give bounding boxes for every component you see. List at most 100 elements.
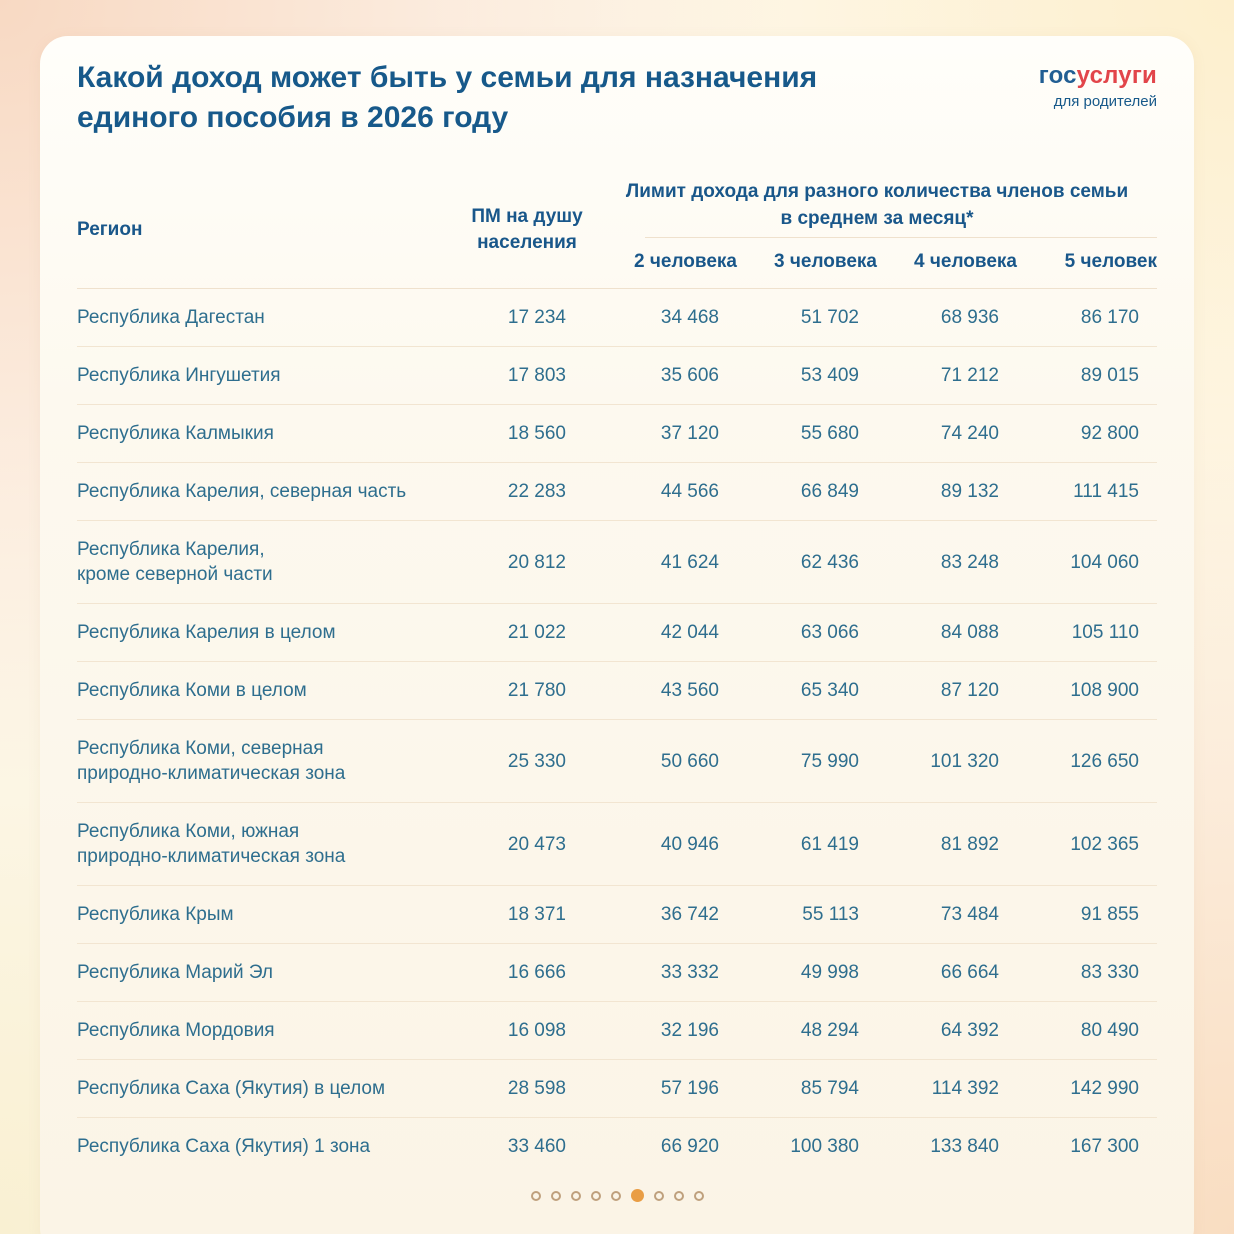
pm-value-cell: 16 098 — [507, 1020, 566, 1041]
pm-value-cell: 20 812 — [507, 551, 566, 573]
limit-value-cell: 62 436 — [800, 551, 859, 573]
pagination-dot[interactable] — [530, 1190, 541, 1201]
table-row: Республика Коми, северная природно-клима… — [77, 720, 1157, 803]
pm-value-cell: 28 598 — [507, 1078, 566, 1099]
pagination-dot[interactable] — [550, 1190, 561, 1201]
table-row: Республика Мордовия 16 098 32 196 48 294 64 … — [77, 1002, 1157, 1060]
limit-value-cell: 35 606 — [660, 365, 719, 386]
infographic-card: Какой доход может быть у семьи для назна… — [40, 36, 1194, 1234]
region-cell: Республика Калмыкия — [77, 423, 274, 444]
limit-value-cell: 51 702 — [800, 307, 859, 328]
table-row: Республика Карелия в целом 21 022 42 044 63… — [77, 604, 1157, 662]
pm-value-cell: 21 022 — [507, 622, 566, 643]
limit-value-cell: 50 660 — [660, 750, 719, 772]
limit-value-cell: 66 849 — [800, 481, 859, 502]
limits-group-divider — [645, 237, 1157, 238]
table-row: Республика Калмыкия 18 560 37 120 55 680 74 … — [77, 405, 1157, 463]
pagination-dot[interactable] — [590, 1190, 601, 1201]
pm-value-cell: 21 780 — [507, 680, 566, 701]
table-row: Республика Коми в целом 21 780 43 560 65 34… — [77, 662, 1157, 720]
column-group-header-limits: Лимит дохода для разного количества член… — [625, 181, 1129, 229]
column-header-limit: 2 человека — [634, 251, 737, 272]
income-limits-table: Регион ПМ на душу населения Лимит дохода… — [77, 172, 1157, 1175]
region-cell: Республика Карелия, северная часть — [77, 481, 407, 502]
limit-value-cell: 105 110 — [1071, 622, 1139, 643]
limit-value-cell: 63 066 — [800, 622, 859, 643]
limit-value-cell: 48 294 — [800, 1020, 859, 1041]
region-cell: Республика Марий Эл — [77, 962, 274, 983]
limit-value-cell: 68 936 — [940, 307, 999, 328]
region-cell: Республика Карелия, кроме северной части — [77, 539, 273, 585]
limit-value-cell: 55 680 — [800, 423, 859, 444]
limit-value-cell: 108 900 — [1070, 680, 1139, 701]
table-row: Республика Дагестан 17 234 34 468 51 702 68 … — [77, 289, 1157, 347]
table-header: Регион ПМ на душу населения Лимит дохода… — [77, 172, 1157, 289]
limit-value-cell: 111 415 — [1073, 481, 1139, 502]
limit-value-cell: 36 742 — [660, 904, 719, 925]
table-row: Республика Крым 18 371 36 742 55 113 73 484 9… — [77, 886, 1157, 944]
column-header-limit: 5 человек — [1064, 251, 1157, 272]
card-header: Какой доход может быть у семьи для назна… — [77, 58, 1157, 138]
limit-value-cell: 44 566 — [660, 481, 719, 502]
limit-value-cell: 73 484 — [940, 904, 999, 925]
region-cell: Республика Крым — [77, 904, 234, 925]
limit-value-cell: 75 990 — [800, 750, 859, 772]
limit-value-cell: 41 624 — [660, 551, 719, 573]
limit-value-cell: 167 300 — [1070, 1136, 1139, 1157]
limit-value-cell: 34 468 — [660, 307, 719, 328]
table-row: Республика Карелия, северная часть 22 283… — [77, 463, 1157, 521]
pagination-dot[interactable] — [653, 1190, 664, 1201]
region-cell: Республика Карелия в целом — [77, 622, 336, 643]
table-row: Республика Карелия, кроме северной части… — [77, 521, 1157, 604]
region-cell: Республика Коми, северная природно-клима… — [77, 738, 346, 784]
limit-value-cell: 66 920 — [660, 1136, 719, 1157]
pagination-dots — [77, 1189, 1157, 1202]
logo-wordmark: госуслуги — [1039, 62, 1157, 90]
column-header-limit: 4 человека — [914, 251, 1017, 272]
limit-value-cell: 71 212 — [940, 365, 999, 386]
region-cell: Республика Саха (Якутия) в целом — [77, 1078, 386, 1099]
pm-value-cell: 18 560 — [507, 423, 566, 444]
region-cell: Республика Саха (Якутия) 1 зона — [77, 1136, 371, 1157]
pm-value-cell: 33 460 — [507, 1136, 566, 1157]
pm-value-cell: 17 234 — [507, 307, 566, 328]
limit-value-cell: 37 120 — [660, 423, 719, 444]
limit-value-cell: 101 320 — [930, 750, 999, 772]
limit-value-cell: 81 892 — [940, 833, 999, 855]
limit-value-cell: 87 120 — [940, 680, 999, 701]
table-row: Республика Ингушетия 17 803 35 606 53 409 71… — [77, 347, 1157, 405]
limit-value-cell: 126 650 — [1070, 750, 1139, 772]
limit-value-cell: 43 560 — [660, 680, 719, 701]
limit-value-cell: 64 392 — [940, 1020, 999, 1041]
limit-value-cell: 80 490 — [1080, 1020, 1139, 1041]
pagination-dot[interactable] — [570, 1190, 581, 1201]
pm-value-cell: 25 330 — [507, 750, 566, 772]
limit-value-cell: 92 800 — [1080, 423, 1139, 444]
logo-text-uslugi: услуги — [1076, 62, 1157, 89]
limit-value-cell: 83 248 — [940, 551, 999, 573]
column-group-limits: Лимит дохода для разного количества член… — [597, 172, 1157, 288]
limit-value-cell: 100 380 — [790, 1136, 859, 1157]
limit-value-cell: 42 044 — [660, 622, 719, 643]
pagination-dot[interactable] — [693, 1190, 704, 1201]
limit-value-cell: 89 015 — [1080, 365, 1139, 386]
limit-value-cell: 85 794 — [800, 1078, 859, 1099]
pm-value-cell: 17 803 — [507, 365, 566, 386]
limit-value-cell: 84 088 — [940, 622, 999, 643]
table-row: Республика Саха (Якутия) 1 зона 33 460 66 … — [77, 1118, 1157, 1175]
pagination-dot-active[interactable] — [630, 1189, 644, 1202]
pagination-dot[interactable] — [610, 1190, 621, 1201]
limit-value-cell: 74 240 — [940, 423, 999, 444]
limit-value-cell: 49 998 — [800, 962, 859, 983]
pagination-dot[interactable] — [673, 1190, 684, 1201]
limit-value-cell: 33 332 — [660, 962, 719, 983]
limit-value-cell: 65 340 — [800, 680, 859, 701]
limit-value-cell: 32 196 — [660, 1020, 719, 1041]
page-title: Какой доход может быть у семьи для назна… — [77, 61, 818, 134]
limit-value-cell: 114 392 — [931, 1078, 999, 1099]
region-cell: Республика Коми в целом — [77, 680, 307, 701]
table-body: Республика Дагестан 17 234 34 468 51 702 68 … — [77, 289, 1157, 1175]
column-header-region: Регион — [77, 219, 143, 240]
limit-value-cell: 57 196 — [660, 1078, 719, 1099]
limit-value-cell: 102 365 — [1070, 833, 1139, 855]
